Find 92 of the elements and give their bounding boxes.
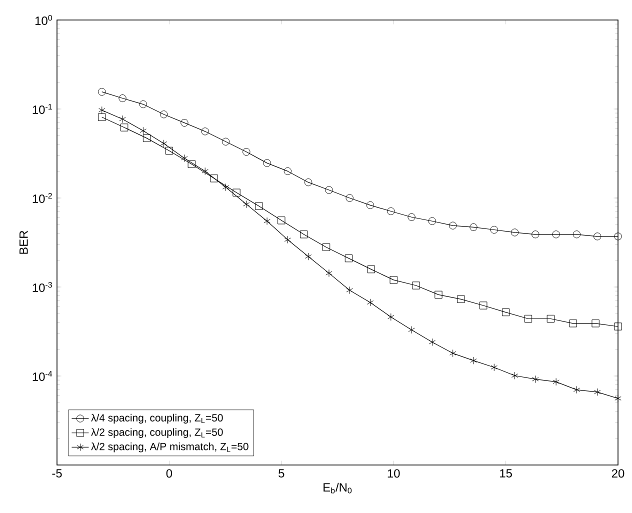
point — [284, 167, 292, 176]
x-tick-label: -5 — [52, 469, 62, 478]
point — [119, 115, 126, 123]
point — [322, 243, 330, 252]
point — [532, 375, 539, 384]
point — [344, 254, 353, 262]
point — [457, 295, 465, 304]
point — [118, 94, 126, 102]
x-axis-title: E$_{b}$/N$_{0}$ — [324, 482, 352, 494]
y-tick-label: 10$^{-3}$ — [32, 282, 52, 292]
point — [202, 167, 208, 176]
point — [408, 326, 415, 334]
point — [569, 320, 577, 328]
point — [98, 106, 106, 114]
legend-label: λ/2 spacing, A/P mismatch, Z$_{L}$=50 — [91, 442, 248, 452]
point — [428, 338, 436, 346]
point — [160, 140, 168, 148]
point — [243, 200, 250, 208]
point — [180, 118, 188, 127]
point — [572, 230, 581, 238]
point — [490, 364, 498, 372]
point — [98, 88, 106, 96]
point — [120, 124, 128, 132]
point — [390, 276, 398, 284]
x-tick-label: 10 — [388, 469, 400, 478]
point — [387, 207, 395, 216]
point — [304, 178, 312, 186]
y-tick-label: 10$^{0}$ — [35, 14, 52, 26]
legend-label: λ/2 spacing, coupling, Z$_{L}$=50 — [91, 428, 223, 438]
point — [181, 154, 188, 162]
point — [255, 202, 263, 210]
x-tick-label: 0 — [166, 469, 172, 478]
point — [524, 314, 532, 323]
point — [428, 217, 436, 225]
point — [142, 134, 151, 142]
point — [552, 378, 560, 386]
point — [284, 236, 292, 244]
point — [263, 159, 271, 167]
y-tick-label: 10$^{-4}$ — [32, 371, 52, 381]
point — [346, 194, 354, 202]
point — [546, 314, 555, 323]
point — [326, 269, 332, 278]
point — [242, 148, 250, 156]
point — [346, 286, 353, 294]
x-tick-label: 20 — [612, 469, 624, 478]
y-tick-label: 10$^{-1}$ — [32, 104, 52, 114]
point — [210, 174, 218, 182]
point — [573, 386, 580, 394]
x-tick-label: 15 — [500, 469, 512, 478]
x-tick-label: 5 — [278, 469, 284, 478]
point — [449, 349, 456, 358]
point — [278, 216, 286, 224]
point — [614, 394, 622, 402]
point — [139, 100, 148, 108]
point — [165, 146, 174, 155]
point — [325, 186, 333, 194]
point — [592, 320, 600, 328]
point — [552, 230, 560, 238]
point — [367, 265, 375, 274]
point — [188, 160, 196, 168]
point — [470, 356, 477, 364]
point — [532, 230, 540, 238]
point — [490, 226, 498, 234]
point — [140, 126, 147, 135]
point — [614, 322, 622, 330]
point — [366, 298, 374, 306]
point — [449, 222, 457, 230]
point — [201, 128, 209, 136]
point — [594, 232, 602, 240]
point — [98, 113, 106, 121]
point — [232, 188, 240, 196]
point — [264, 217, 270, 225]
point — [388, 313, 394, 321]
point — [412, 282, 420, 290]
point — [470, 223, 478, 232]
point — [408, 213, 416, 221]
point — [594, 388, 601, 396]
point — [222, 138, 230, 146]
point — [614, 232, 622, 240]
point — [511, 372, 518, 380]
y-tick-label: 10$^{-2}$ — [32, 192, 52, 204]
legend-label: λ/4 spacing, coupling, Z$_{L}$=50 — [91, 414, 223, 424]
point — [222, 183, 230, 192]
point — [300, 230, 308, 238]
point — [480, 302, 488, 310]
point — [366, 201, 374, 210]
point — [434, 290, 442, 299]
y-axis-title: BER — [20, 230, 28, 254]
point — [502, 308, 510, 316]
point — [510, 228, 519, 236]
point — [304, 252, 312, 260]
point — [160, 110, 168, 118]
